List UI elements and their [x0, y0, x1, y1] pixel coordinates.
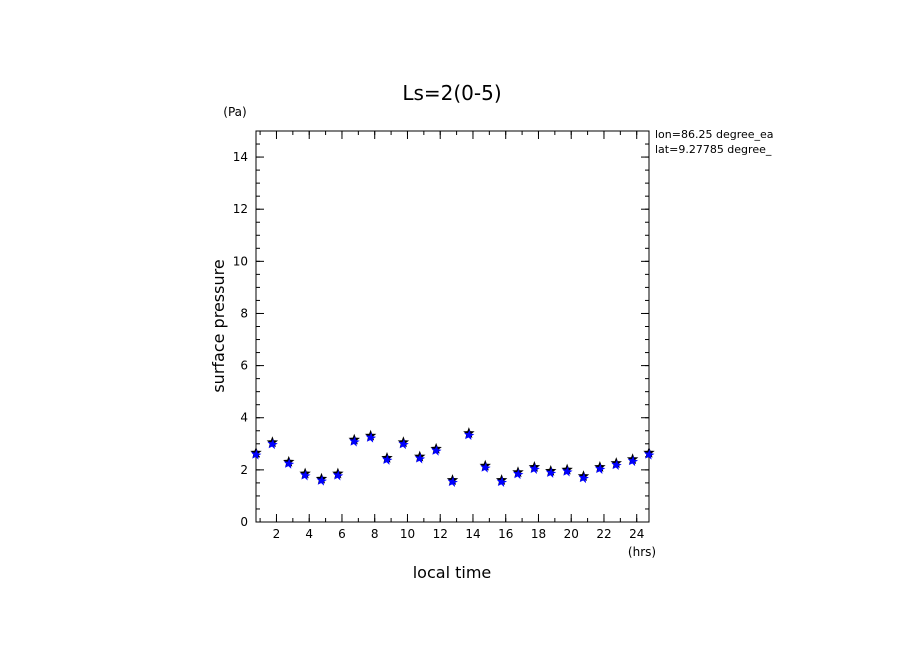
- data-point: [397, 436, 410, 450]
- data-point-marker: [644, 449, 655, 460]
- data-point-marker: [611, 459, 622, 471]
- data-point-marker: [496, 476, 508, 487]
- plot-frame: [255, 130, 650, 523]
- data-point-marker: [463, 429, 475, 441]
- data-point-marker: [332, 470, 344, 481]
- data-point: [414, 450, 426, 464]
- data-point-marker: [562, 466, 573, 477]
- y-tick-label: 12: [233, 202, 248, 216]
- data-point-marker: [578, 472, 589, 484]
- data-point-marker: [447, 476, 458, 487]
- data-point: [495, 474, 508, 487]
- chart-title: Ls=2(0-5): [402, 81, 501, 105]
- x-tick-label: 8: [371, 527, 379, 541]
- data-point: [299, 467, 311, 481]
- data-point-marker: [627, 455, 639, 467]
- data-point: [332, 467, 344, 481]
- data-point-marker: [431, 445, 442, 456]
- data-point-marker: [300, 470, 311, 481]
- x-tick-label: 16: [498, 527, 513, 541]
- y-tick-label: 6: [240, 359, 248, 373]
- data-point-marker: [594, 463, 606, 474]
- data-point-marker: [349, 436, 360, 447]
- data-point: [364, 429, 377, 443]
- data-point: [250, 446, 262, 460]
- y-tick-label: 0: [240, 515, 248, 529]
- data-point-marker: [316, 475, 327, 486]
- data-points: [250, 427, 655, 487]
- data-point: [381, 451, 393, 465]
- data-point-marker: [365, 432, 377, 443]
- data-point-marker: [480, 462, 491, 473]
- data-point-marker: [513, 468, 524, 480]
- data-point-marker: [545, 467, 557, 478]
- data-point: [577, 470, 590, 484]
- data-point: [626, 453, 639, 467]
- data-point: [594, 461, 606, 474]
- x-tick-label: 6: [338, 527, 346, 541]
- annotation-lon: lon=86.25 degree_ea: [655, 128, 774, 141]
- y-tick-label: 10: [233, 254, 248, 268]
- data-point-marker: [414, 453, 426, 464]
- x-tick-label: 18: [531, 527, 546, 541]
- data-point: [512, 466, 524, 480]
- x-tick-label: 14: [465, 527, 480, 541]
- data-point-marker: [529, 463, 540, 474]
- data-point: [643, 446, 655, 460]
- data-point-marker: [251, 449, 262, 460]
- y-axis-unit: (Pa): [223, 105, 246, 119]
- data-point-marker: [398, 438, 409, 450]
- data-point-marker: [267, 438, 278, 450]
- x-tick-label: 4: [305, 527, 313, 541]
- data-point-marker: [382, 454, 393, 465]
- data-point: [479, 459, 491, 473]
- y-tick-label: 8: [240, 306, 248, 320]
- annotation-lat: lat=9.27785 degree_: [655, 143, 772, 156]
- x-tick-label: 2: [273, 527, 281, 541]
- data-point: [610, 457, 622, 471]
- x-tick-label: 12: [433, 527, 448, 541]
- x-tick-label: 24: [629, 527, 644, 541]
- data-point: [430, 442, 442, 456]
- data-point: [545, 464, 557, 478]
- data-point: [446, 474, 459, 487]
- y-tick-label: 14: [233, 150, 248, 164]
- x-tick-label: 10: [400, 527, 415, 541]
- x-tick-label: 20: [564, 527, 579, 541]
- y-tick-label: 4: [240, 411, 248, 425]
- data-point: [528, 461, 541, 474]
- data-point: [561, 463, 573, 477]
- x-axis-unit: (hrs): [628, 545, 656, 559]
- data-point-marker: [283, 458, 295, 469]
- data-point: [315, 472, 328, 486]
- data-point: [266, 436, 279, 450]
- data-point: [283, 455, 295, 469]
- x-tick-label: 22: [596, 527, 611, 541]
- data-point: [463, 427, 475, 441]
- x-axis-label: local time: [413, 563, 492, 582]
- y-axis-label: surface pressure: [209, 259, 228, 392]
- data-point: [348, 433, 360, 447]
- y-tick-label: 2: [240, 463, 248, 477]
